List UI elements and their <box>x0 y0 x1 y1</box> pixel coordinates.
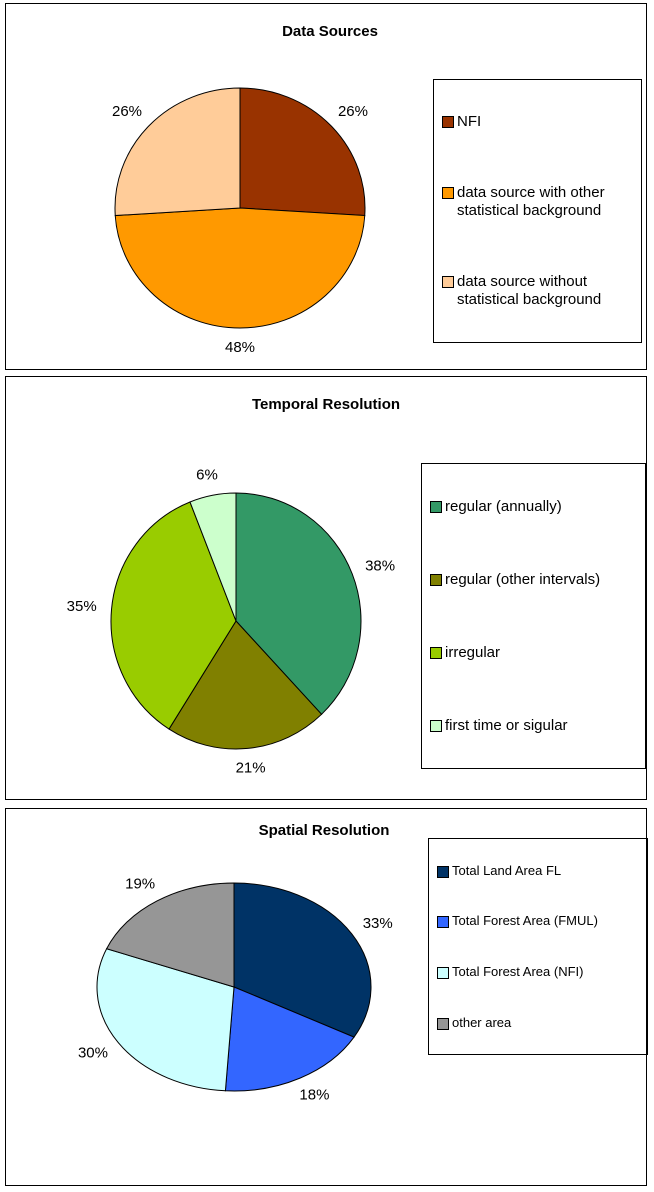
chart-panel: Temporal Resolution 38% 21% 35% 6% regular (a… <box>5 376 647 800</box>
legend-swatch <box>437 865 449 878</box>
data-label: 18% <box>299 1087 329 1104</box>
legend-label: Total Forest Area (FMUL) <box>452 913 598 929</box>
data-label: 21% <box>236 759 266 776</box>
legend-label: NFI <box>457 112 482 130</box>
pie-slice <box>96 948 235 1092</box>
chart-title: Data Sources <box>282 23 378 40</box>
pie-slice <box>110 501 237 730</box>
legend-item: data source without statistical backgrou… <box>442 273 633 309</box>
legend-item: irregular <box>430 644 637 662</box>
data-label: 19% <box>125 875 155 892</box>
legend-item: first time or sigular <box>430 717 637 735</box>
legend-label: irregular <box>445 643 501 661</box>
legend-swatch <box>430 719 442 732</box>
pie-slice <box>105 882 235 988</box>
pie-slice <box>239 87 366 217</box>
legend-swatch <box>437 916 449 929</box>
chart-panel: Data Sources 26% 48% 26% NFI data source with… <box>5 3 647 370</box>
legend-item: data source with other statistical backg… <box>442 184 633 220</box>
legend-item: Total Land Area FL <box>437 863 639 879</box>
pie-slice <box>114 87 241 217</box>
legend-label: Total Land Area FL <box>452 862 562 878</box>
chart: Data Sources 26% 48% 26% <box>112 23 378 356</box>
legend-swatch <box>442 115 454 128</box>
legend-swatch <box>442 276 454 289</box>
pie-slice <box>233 882 372 1038</box>
legend-label: other area <box>452 1014 512 1030</box>
legend-item: Total Forest Area (FMUL) <box>437 913 639 929</box>
legend-label: regular (other intervals) <box>445 570 601 588</box>
legend-item: NFI <box>442 113 633 131</box>
data-label: 26% <box>338 103 368 120</box>
data-label: 48% <box>225 339 255 356</box>
legend-item: regular (annually) <box>430 498 637 516</box>
data-label: 35% <box>67 598 97 615</box>
chart-panel: Spatial Resolution 33% 18% 30% 19% Total Land… <box>5 808 648 1186</box>
legend-label: data source without statistical backgrou… <box>457 273 602 309</box>
data-label: 38% <box>365 557 395 574</box>
legend-item: Total Forest Area (NFI) <box>437 964 639 980</box>
legend-swatch <box>442 186 454 199</box>
chart-title: Spatial Resolution <box>259 822 390 839</box>
legend-label: first time or sigular <box>445 716 568 734</box>
pie-slice <box>114 207 366 329</box>
legend: Total Land Area FL Total Forest Area (FMU… <box>428 838 648 1055</box>
data-label: 6% <box>196 467 218 484</box>
legend-label: regular (annually) <box>445 497 562 515</box>
data-label: 30% <box>78 1044 108 1061</box>
pie-slice <box>235 492 362 716</box>
pie-slice <box>168 620 323 750</box>
legend: regular (annually) regular (other interva… <box>421 463 646 769</box>
legend-swatch <box>430 646 442 659</box>
legend: NFI data source with other statistical ba… <box>433 79 642 343</box>
legend-label: Total Forest Area (NFI) <box>452 964 584 980</box>
legend-item: other area <box>437 1015 639 1031</box>
pie-slice <box>224 986 355 1092</box>
data-label: 26% <box>112 103 142 120</box>
legend-swatch <box>430 573 442 586</box>
chart: Spatial Resolution 33% 18% 30% 19% <box>78 822 393 1104</box>
legend-swatch <box>437 1017 449 1030</box>
legend-label: data source with other statistical backg… <box>457 183 605 219</box>
chart-title: Temporal Resolution <box>252 396 400 413</box>
legend-item: regular (other intervals) <box>430 571 637 589</box>
data-label: 33% <box>363 915 393 932</box>
legend-swatch <box>430 500 442 513</box>
chart: Temporal Resolution 38% 21% 35% 6% <box>67 396 400 776</box>
legend-swatch <box>437 967 449 980</box>
pie-slice <box>189 492 237 622</box>
